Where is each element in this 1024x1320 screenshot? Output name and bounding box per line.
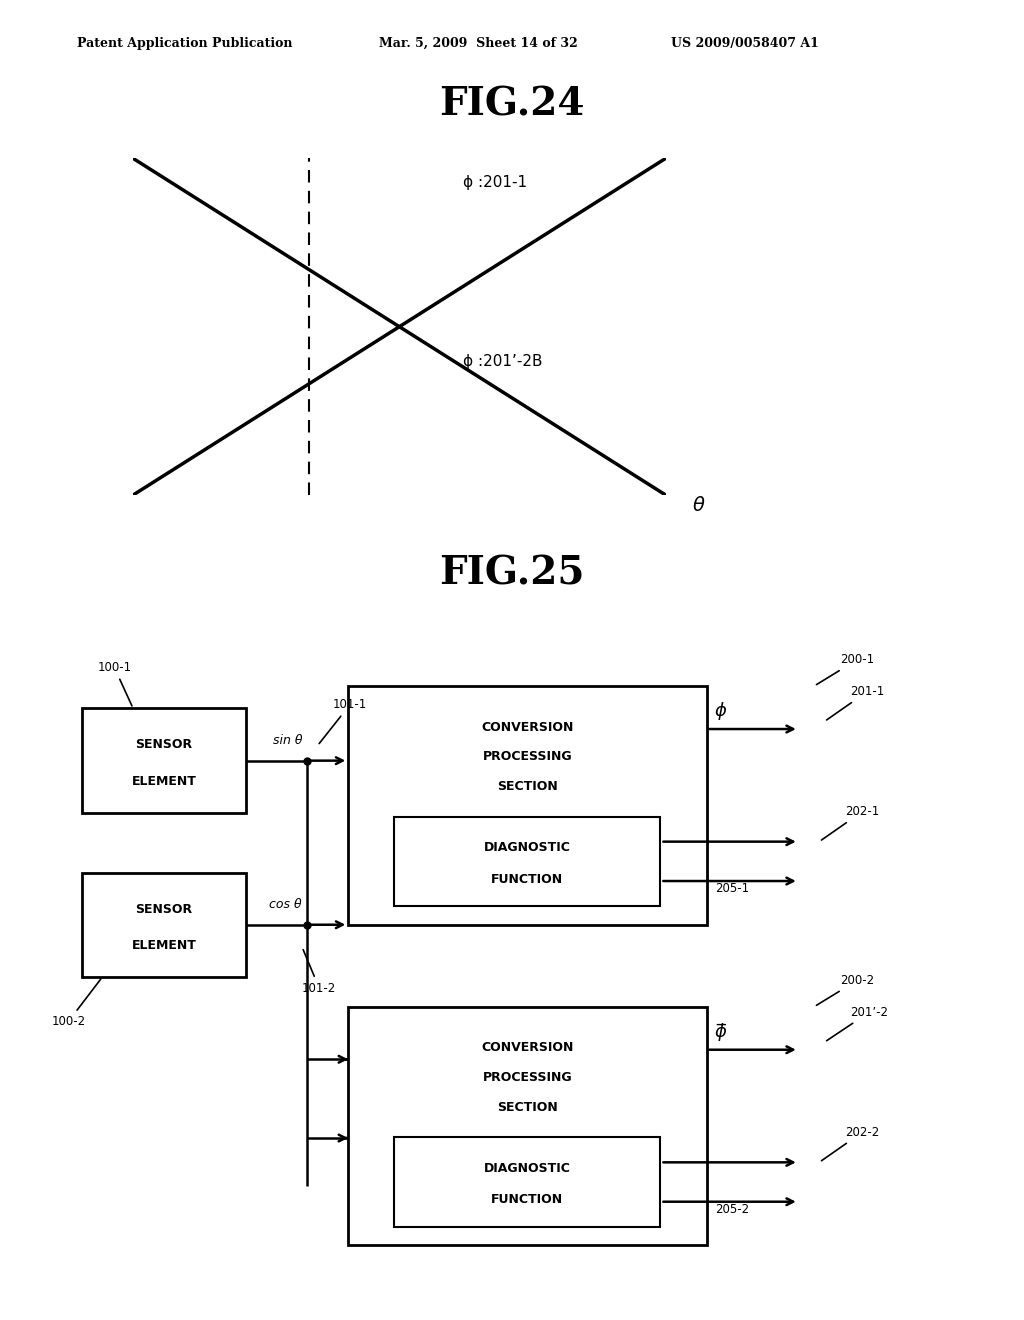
- Text: US 2009/0058407 A1: US 2009/0058407 A1: [671, 37, 818, 50]
- Text: SECTION: SECTION: [497, 1101, 558, 1114]
- Text: SECTION: SECTION: [497, 780, 558, 793]
- Text: 101-2: 101-2: [302, 949, 336, 994]
- Text: 100-1: 100-1: [97, 661, 132, 706]
- Text: DIAGNOSTIC: DIAGNOSTIC: [484, 1162, 570, 1175]
- Text: 202-2: 202-2: [821, 1126, 879, 1160]
- Bar: [82, 709, 246, 813]
- Text: ELEMENT: ELEMENT: [131, 939, 197, 952]
- Text: 202-1: 202-1: [821, 805, 879, 840]
- Text: CONVERSION: CONVERSION: [481, 721, 573, 734]
- Text: ϕ :201-1: ϕ :201-1: [463, 176, 527, 190]
- Text: ϕ :201’-2B: ϕ :201’-2B: [463, 354, 543, 368]
- Text: 201-1: 201-1: [826, 685, 884, 719]
- Text: SENSOR: SENSOR: [135, 738, 193, 751]
- Text: 205-1: 205-1: [715, 882, 749, 895]
- Text: SENSOR: SENSOR: [135, 903, 193, 916]
- Text: PROCESSING: PROCESSING: [482, 751, 572, 763]
- Text: FUNCTION: FUNCTION: [492, 1193, 563, 1206]
- Text: sin θ: sin θ: [272, 734, 302, 747]
- Bar: [394, 817, 660, 906]
- Text: θ: θ: [692, 495, 705, 515]
- Text: Patent Application Publication: Patent Application Publication: [77, 37, 292, 50]
- Text: ELEMENT: ELEMENT: [131, 775, 197, 788]
- Text: DIAGNOSTIC: DIAGNOSTIC: [484, 841, 570, 854]
- Text: 100-2: 100-2: [51, 979, 100, 1028]
- Text: 201’-2: 201’-2: [826, 1006, 888, 1040]
- Text: cos θ: cos θ: [269, 899, 302, 911]
- Text: FIG.25: FIG.25: [439, 554, 585, 593]
- Text: 205-2: 205-2: [715, 1203, 749, 1216]
- Bar: [348, 1007, 707, 1246]
- Text: 200-2: 200-2: [816, 974, 873, 1006]
- Text: ϕ: ϕ: [715, 702, 727, 721]
- Text: ϕ̅: ϕ̅: [715, 1023, 727, 1040]
- Text: CONVERSION: CONVERSION: [481, 1041, 573, 1055]
- Text: 101-1: 101-1: [319, 698, 367, 743]
- Text: FUNCTION: FUNCTION: [492, 873, 563, 886]
- Bar: [82, 873, 246, 977]
- Text: FIG.24: FIG.24: [439, 86, 585, 124]
- Text: 200-1: 200-1: [816, 653, 873, 685]
- Bar: [348, 686, 707, 925]
- Bar: [394, 1138, 660, 1226]
- Text: PROCESSING: PROCESSING: [482, 1071, 572, 1084]
- Text: Mar. 5, 2009  Sheet 14 of 32: Mar. 5, 2009 Sheet 14 of 32: [379, 37, 578, 50]
